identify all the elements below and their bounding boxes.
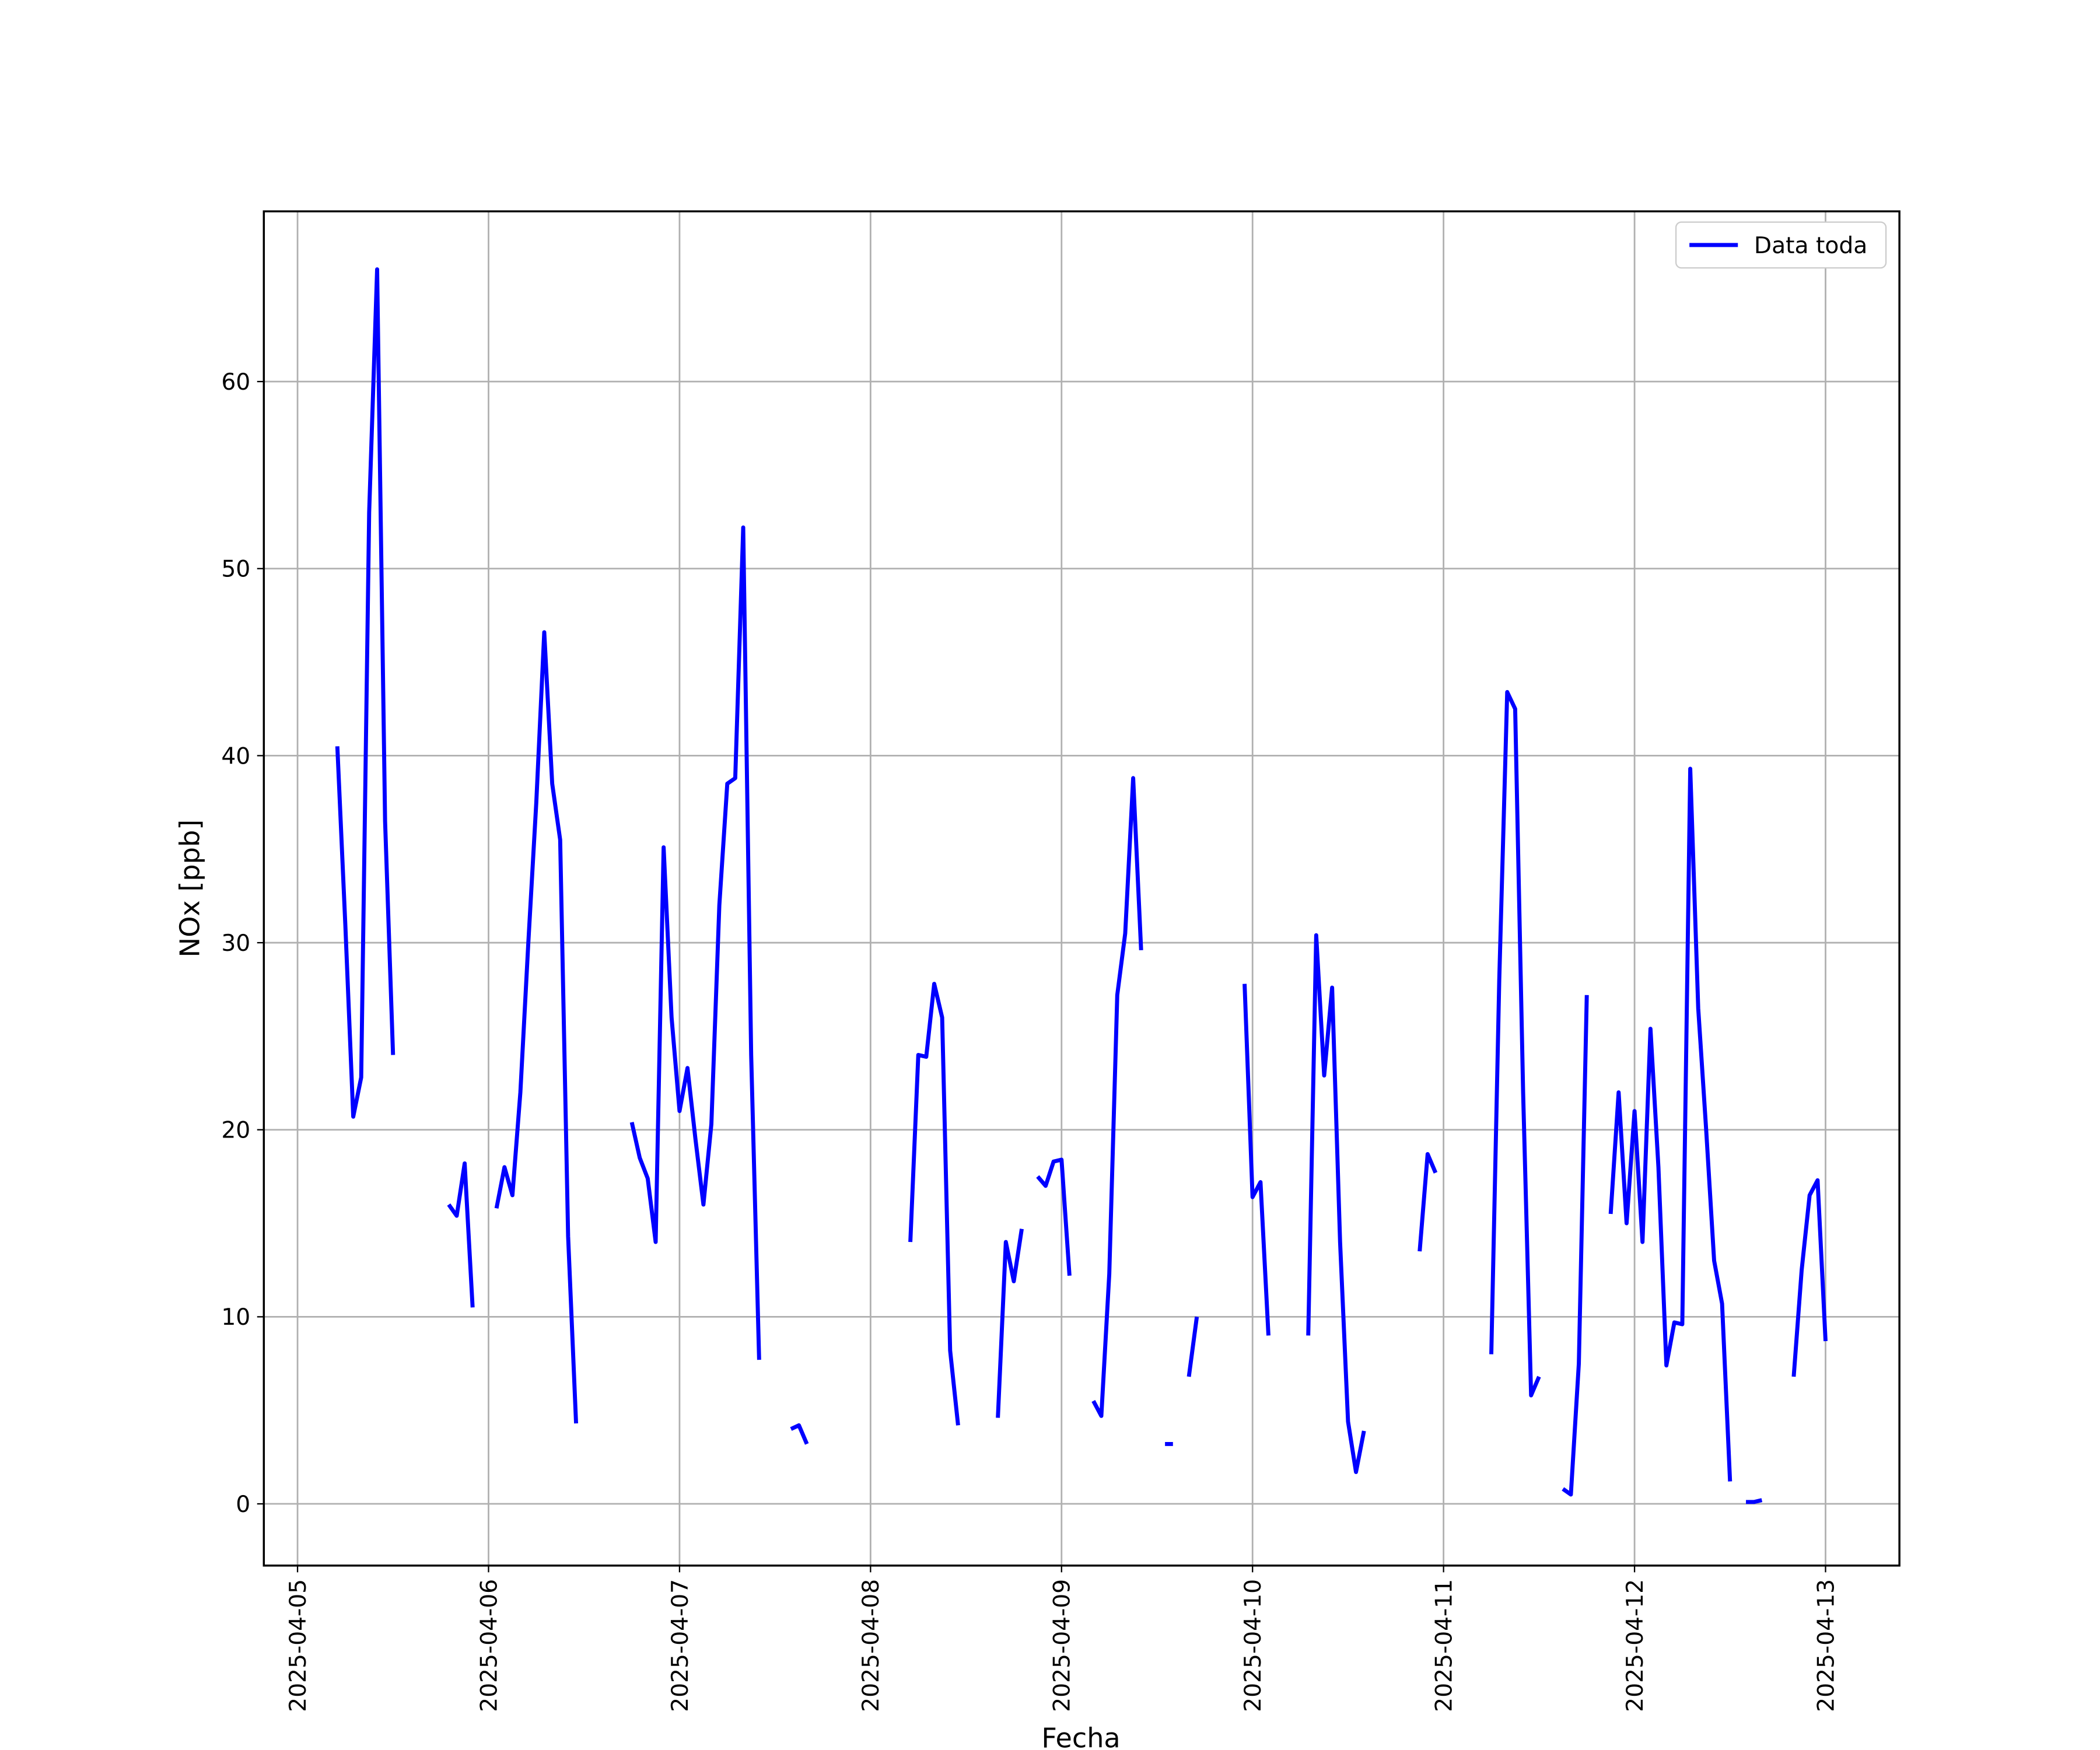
- x-tick-label: 2025-04-13: [1813, 1579, 1839, 1712]
- plot-frame: [262, 210, 1901, 1567]
- y-tick-label: 60: [221, 369, 250, 396]
- x-tick-label: 2025-04-11: [1431, 1579, 1457, 1712]
- x-tick-label: 2025-04-10: [1240, 1579, 1266, 1712]
- x-tick-label: 2025-04-05: [285, 1579, 312, 1712]
- x-axis-label: Fecha: [1041, 1722, 1120, 1750]
- y-tick-label: 10: [221, 1304, 250, 1331]
- legend-label: Data toda: [1754, 233, 1867, 259]
- y-tick-label: 40: [221, 743, 250, 769]
- y-tick-label: 50: [221, 556, 250, 583]
- x-tick-label: 2025-04-12: [1622, 1579, 1648, 1712]
- y-tick-label: 20: [221, 1118, 250, 1144]
- x-tick-label: 2025-04-07: [667, 1579, 694, 1712]
- legend-box: [1675, 221, 1887, 269]
- y-axis-label: NOx [ppb]: [174, 820, 206, 958]
- y-tick-label: 30: [221, 930, 250, 957]
- data-line: [335, 267, 1828, 1504]
- x-tick-label: 2025-04-08: [858, 1579, 884, 1712]
- y-tick-label: 0: [236, 1492, 250, 1518]
- x-tick-label: 2025-04-06: [476, 1579, 502, 1712]
- x-tick-label: 2025-04-09: [1049, 1579, 1076, 1712]
